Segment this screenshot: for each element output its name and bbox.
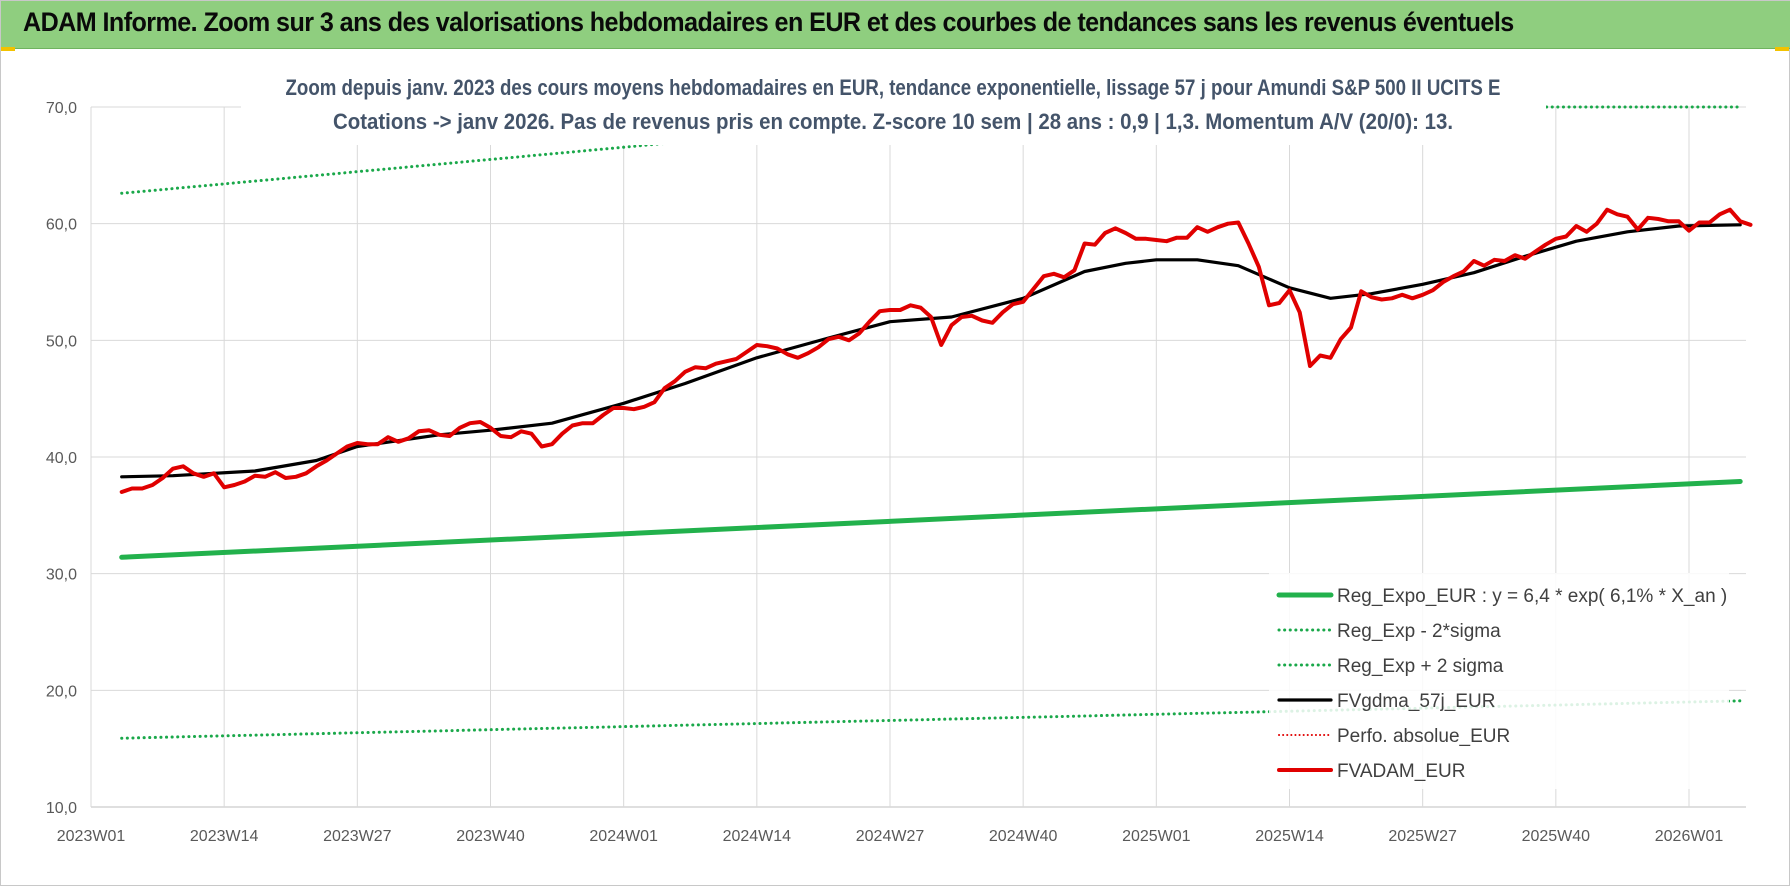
legend: Reg_Expo_EUR : y = 6,4 * exp( 6,1% * X_a… <box>1269 573 1729 789</box>
x-tick-label: 2025W27 <box>1388 828 1457 845</box>
legend-label: FVADAM_EUR <box>1337 761 1465 782</box>
series-reg-expo <box>119 479 1743 560</box>
x-tick-label: 2023W40 <box>456 828 525 845</box>
x-axis-ticks: 2023W01 2023W14 2023W27 2023W40 2024W01 2024W… <box>57 828 1724 845</box>
legend-label: Reg_Exp + 2 sigma <box>1337 656 1504 677</box>
y-tick-label: 30,0 <box>46 567 77 584</box>
x-tick-label: 2025W01 <box>1122 828 1191 845</box>
subtitle-background <box>241 63 1546 145</box>
x-tick-label: 2025W40 <box>1522 828 1591 845</box>
series-fvadam <box>119 207 1753 494</box>
y-tick-label: 70,0 <box>46 100 77 117</box>
report-title: ADAM Informe. Zoom sur 3 ans des valoris… <box>23 7 1514 37</box>
x-tick-label: 2024W14 <box>723 828 792 845</box>
y-tick-label: 60,0 <box>46 217 77 234</box>
x-tick-label: 2024W27 <box>856 828 925 845</box>
legend-label: FVgdma_57j_EUR <box>1337 691 1495 712</box>
x-tick-label: 2025W14 <box>1255 828 1324 845</box>
corner-marker-left <box>1 47 15 51</box>
chart-title-line-1: Zoom depuis janv. 2023 des cours moyens … <box>286 75 1501 100</box>
y-tick-label: 50,0 <box>46 333 77 350</box>
corner-marker-right <box>1775 47 1789 51</box>
x-tick-label: 2023W14 <box>190 828 259 845</box>
x-tick-label: 2023W01 <box>57 828 126 845</box>
legend-label: Reg_Expo_EUR : y = 6,4 * exp( 6,1% * X_a… <box>1337 586 1727 607</box>
x-tick-label: 2024W40 <box>989 828 1058 845</box>
chart-title-line-2: Cotations -> janv 2026. Pas de revenus p… <box>333 109 1453 134</box>
report-banner: ADAM Informe. Zoom sur 3 ans des valoris… <box>1 1 1790 49</box>
legend-label: Reg_Exp - 2*sigma <box>1337 621 1501 642</box>
legend-label: Perfo. absolue_EUR <box>1337 726 1510 747</box>
x-tick-label: 2023W27 <box>323 828 392 845</box>
y-tick-label: 20,0 <box>46 683 77 700</box>
series-fvgdma <box>120 223 1742 479</box>
x-tick-label: 2026W01 <box>1655 828 1724 845</box>
y-axis-ticks: 10,0 20,0 30,0 40,0 50,0 60,0 70,0 <box>46 100 77 817</box>
y-tick-label: 40,0 <box>46 450 77 467</box>
x-tick-label: 2024W01 <box>589 828 658 845</box>
legend-background <box>1269 573 1729 789</box>
y-tick-label: 10,0 <box>46 800 77 817</box>
